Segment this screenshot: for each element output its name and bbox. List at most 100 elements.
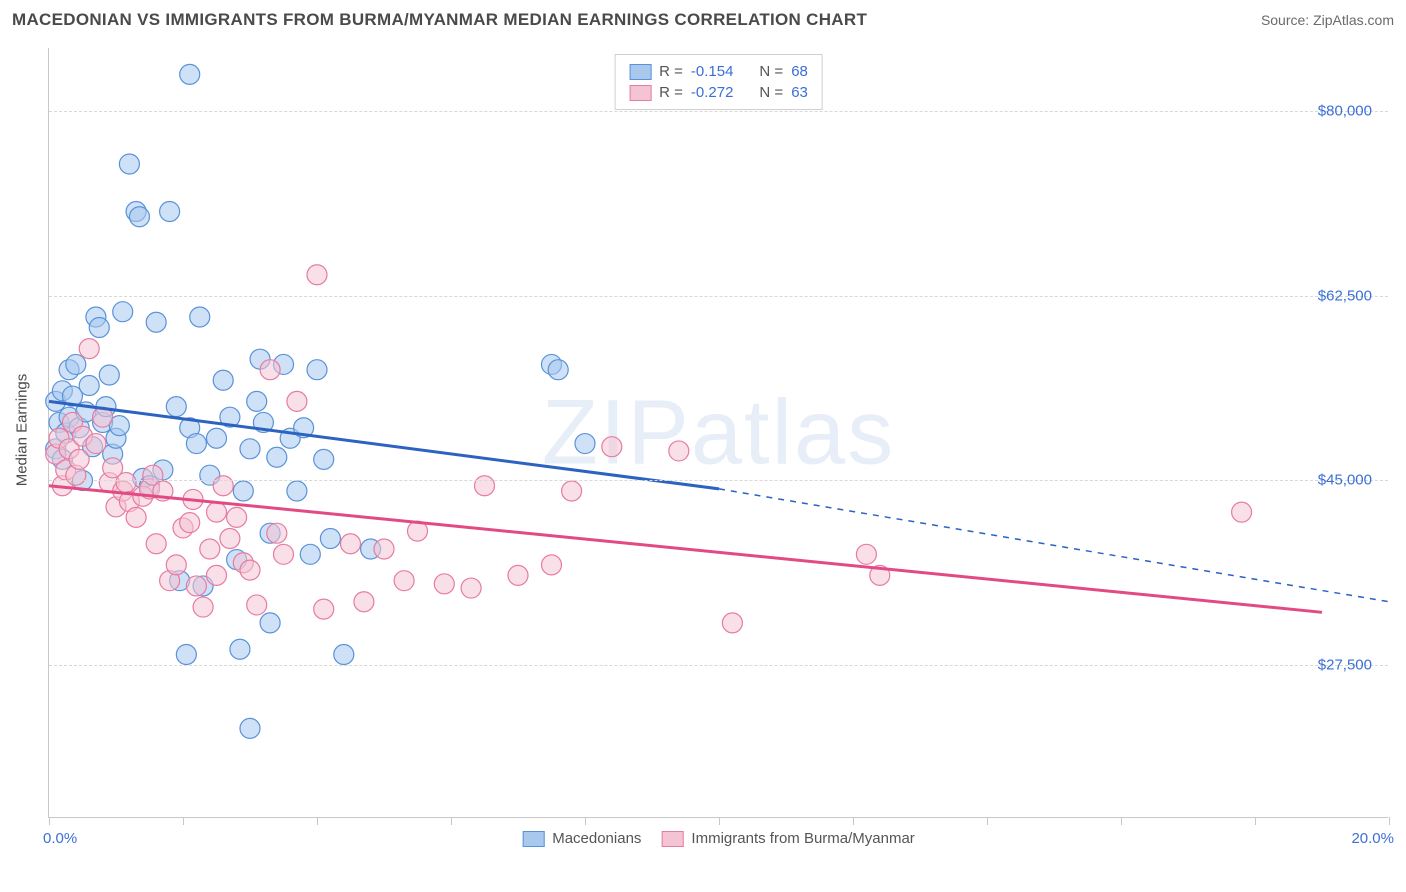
scatter-point [287,391,307,411]
legend-item-1: Macedonians [522,830,641,847]
scatter-point [160,201,180,221]
scatter-point [274,544,294,564]
scatter-point [394,571,414,591]
scatter-point [220,528,240,548]
scatter-point [300,544,320,564]
scatter-point [475,476,495,496]
legend-label-2: Immigrants from Burma/Myanmar [691,830,914,847]
scatter-point [116,473,136,493]
scatter-point [240,718,260,738]
scatter-point [79,339,99,359]
scatter-point [213,370,233,390]
scatter-point [66,354,86,374]
x-tick [49,817,50,825]
gridline [49,296,1388,297]
scatter-point [129,207,149,227]
scatter-point [180,513,200,533]
scatter-point [260,613,280,633]
scatter-point [186,434,206,454]
scatter-point [176,645,196,665]
scatter-point [1232,502,1252,522]
scatter-point [341,534,361,554]
scatter-point [146,312,166,332]
x-tick [987,817,988,825]
chart-title: MACEDONIAN VS IMMIGRANTS FROM BURMA/MYAN… [12,10,867,30]
chart-container: MACEDONIAN VS IMMIGRANTS FROM BURMA/MYAN… [0,0,1406,892]
scatter-point [602,437,622,457]
legend-swatch-bottom-2 [661,831,683,847]
scatter-point [669,441,689,461]
scatter-point [548,360,568,380]
x-end-label: 20.0% [1351,830,1394,847]
gridline [49,480,1388,481]
gridline [49,111,1388,112]
scatter-point [86,434,106,454]
y-tick-label: $62,500 [1318,287,1372,304]
scatter-point [508,565,528,585]
y-axis-label: Median Earnings [14,374,31,487]
scatter-point [200,539,220,559]
scatter-point [166,555,186,575]
scatter-point [240,439,260,459]
scatter-point [227,507,247,527]
scatter-point [119,154,139,174]
scatter-point [190,307,210,327]
title-bar: MACEDONIAN VS IMMIGRANTS FROM BURMA/MYAN… [12,10,1394,30]
gridline [49,665,1388,666]
scatter-point [79,376,99,396]
scatter-point [247,391,267,411]
scatter-point [267,447,287,467]
scatter-point [247,595,267,615]
scatter-point [374,539,394,559]
legend-series: Macedonians Immigrants from Burma/Myanma… [522,830,915,847]
y-tick-label: $27,500 [1318,657,1372,674]
scatter-point [207,502,227,522]
scatter-point [307,265,327,285]
source-label: Source: ZipAtlas.com [1261,12,1394,28]
scatter-point [314,449,334,469]
scatter-point [240,560,260,580]
plot-svg [49,48,1388,817]
x-tick [1121,817,1122,825]
x-tick [1255,817,1256,825]
scatter-point [180,64,200,84]
scatter-point [126,507,146,527]
scatter-point [186,576,206,596]
x-tick [183,817,184,825]
scatter-point [193,597,213,617]
scatter-point [233,481,253,501]
legend-item-2: Immigrants from Burma/Myanmar [661,830,914,847]
y-tick-label: $45,000 [1318,472,1372,489]
scatter-point [146,534,166,554]
scatter-point [207,565,227,585]
scatter-point [307,360,327,380]
scatter-point [562,481,582,501]
scatter-point [166,397,186,417]
scatter-point [461,578,481,598]
scatter-point [320,528,340,548]
scatter-point [99,365,119,385]
x-tick [1389,817,1390,825]
x-tick [451,817,452,825]
y-tick-label: $80,000 [1318,103,1372,120]
scatter-point [334,645,354,665]
plot-area: ZIPatlas R = -0.154 N = 68 R = -0.272 N … [48,48,1388,818]
x-tick [853,817,854,825]
legend-swatch-bottom-1 [522,831,544,847]
scatter-point [260,360,280,380]
scatter-point [287,481,307,501]
x-tick [719,817,720,825]
scatter-point [722,613,742,633]
scatter-point [113,302,133,322]
scatter-point [575,434,595,454]
scatter-point [856,544,876,564]
scatter-point [69,449,89,469]
scatter-point [434,574,454,594]
x-start-label: 0.0% [43,830,77,847]
trend-line [49,486,1322,613]
legend-label-1: Macedonians [552,830,641,847]
x-tick [317,817,318,825]
scatter-point [267,523,287,543]
scatter-point [207,428,227,448]
scatter-point [213,476,233,496]
